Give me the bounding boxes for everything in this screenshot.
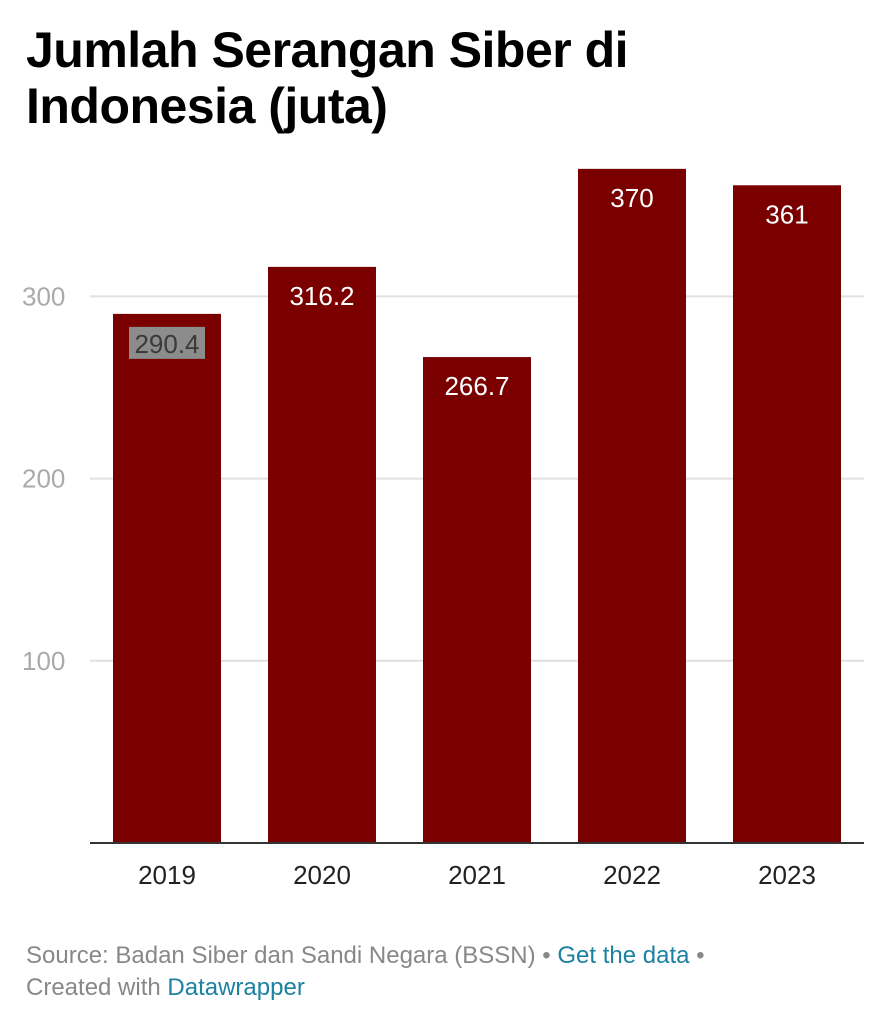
bars	[113, 168, 841, 844]
datawrapper-link[interactable]: Datawrapper	[167, 974, 305, 1001]
value-label: 266.7	[444, 371, 509, 401]
separator-dot: •	[696, 942, 705, 969]
x-tick-label: 2019	[138, 860, 196, 890]
bar-2019	[113, 313, 221, 843]
bar-2023	[733, 185, 841, 843]
separator-dot: •	[542, 942, 551, 969]
value-label: 361	[765, 199, 808, 229]
y-tick-label: 200	[22, 464, 65, 494]
x-tick-label: 2023	[758, 860, 816, 890]
chart-title: Jumlah Serangan Siber di Indonesia (juta…	[26, 22, 629, 134]
value-labels: 290.4 316.2 266.7 370 361	[129, 183, 809, 401]
created-with-text: Created with	[26, 974, 161, 1001]
chart-footer: Source: Badan Siber dan Sandi Negara (BS…	[26, 940, 866, 1004]
x-tick-label: 2021	[448, 860, 506, 890]
bar-2022	[578, 168, 686, 844]
bar-chart: 100 200 300 290.4 316.2 266.7 370 361 2019 2020…	[22, 168, 864, 890]
x-axis-tick-labels: 2019 2020 2021 2022 2023	[138, 860, 816, 890]
get-the-data-link[interactable]: Get the data	[557, 942, 690, 969]
source-text: Source: Badan Siber dan Sandi Negara (BS…	[26, 942, 536, 969]
y-axis-tick-labels: 100 200 300	[22, 281, 65, 675]
value-label: 316.2	[289, 281, 354, 311]
y-tick-label: 100	[22, 646, 65, 676]
y-tick-label: 300	[22, 281, 65, 311]
value-label: 290.4	[134, 329, 199, 359]
x-tick-label: 2022	[603, 860, 661, 890]
bar-2020	[268, 266, 376, 843]
x-tick-label: 2020	[293, 860, 351, 890]
bar-2021	[423, 357, 531, 843]
value-label-highlight	[129, 326, 205, 359]
value-label: 370	[610, 183, 653, 213]
